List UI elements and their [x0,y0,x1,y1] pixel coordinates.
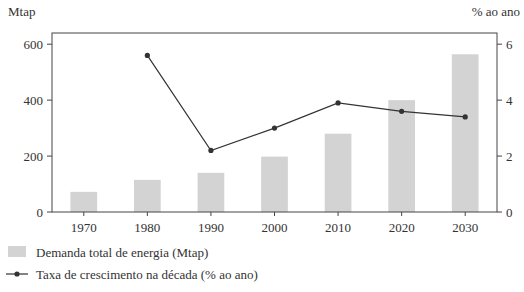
x-tick [210,212,211,216]
x-tick [83,212,84,216]
line-marker [399,109,404,114]
y-tick-label: 400 [24,93,44,108]
y-axis-title: Mtap [8,4,35,19]
plot-frame [52,33,497,212]
line-marker [208,148,213,153]
x-tick [147,212,148,216]
bar [261,157,288,212]
line-marker [272,125,277,130]
legend-swatch [8,246,26,257]
x-tick-label: 2010 [325,220,351,235]
chart: Mtap % ao ano 0 200 400 600 0 2 4 6 1970 1980 1990 20… [0,0,524,292]
bar [452,54,479,212]
y2-tick [497,156,502,157]
x-tick-label: 1990 [198,220,224,235]
plot-area [70,53,478,212]
y-tick-label: 600 [24,37,44,52]
line-marker [145,53,150,58]
legend-label: Taxa de crescimento na década (% ao ano) [36,267,258,282]
line-marker [335,100,340,105]
x-tick [338,212,339,216]
x-tick-label: 2020 [389,220,415,235]
y2-tick [497,44,502,45]
x-tick [274,212,275,216]
x-tick-label: 1980 [134,220,160,235]
y-tick [47,44,52,45]
x-tick-label: 1970 [71,220,97,235]
y-tick-label: 0 [37,205,44,220]
y-tick [47,100,52,101]
y2-tick [497,100,502,101]
y2-tick-label: 6 [506,37,513,52]
y2-tick-label: 4 [506,93,513,108]
bar [70,192,97,212]
y2-tick-label: 2 [506,149,513,164]
bar [325,134,352,212]
x-tick [401,212,402,216]
y2-tick-label: 0 [506,205,513,220]
y-tick [47,212,52,213]
legend-label: Demanda total de energia (Mtap) [36,245,208,260]
growth-line [147,55,465,150]
x-tick-label: 2030 [452,220,478,235]
y2-axis-title: % ao ano [472,4,520,19]
y-tick [47,156,52,157]
x-tick-label: 2000 [262,220,288,235]
bar [388,100,415,212]
y2-tick [497,212,502,213]
legend-marker [14,271,19,276]
x-tick [465,212,466,216]
line-marker [463,114,468,119]
bar [134,180,161,212]
y-tick-label: 200 [24,149,44,164]
bar [198,173,225,212]
